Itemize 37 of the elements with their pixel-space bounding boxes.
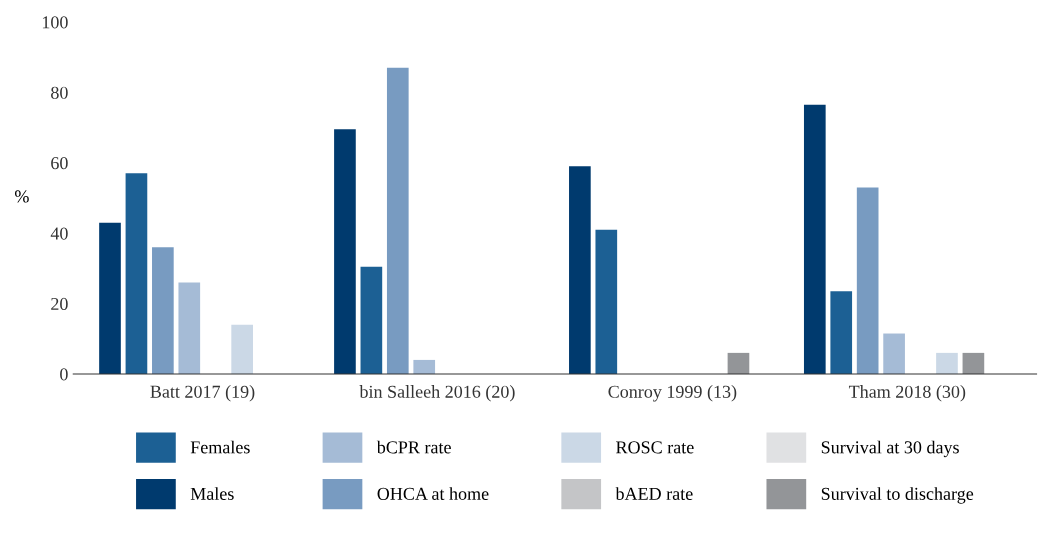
bar [334, 129, 356, 374]
bar [99, 222, 121, 374]
legend-label: OHCA at home [377, 487, 489, 500]
bar [386, 67, 409, 374]
bar [231, 324, 253, 374]
legend-label: bCPR rate [376, 440, 451, 454]
bar [803, 104, 826, 374]
bar [962, 352, 985, 374]
x-tick-label: bin Salleeh 2016 (20) [359, 385, 515, 402]
legend-label: Males [190, 487, 234, 500]
bar [830, 291, 853, 374]
legend-label: bAED rate [615, 487, 693, 500]
bar [883, 333, 905, 374]
y-tick-label: 40 [50, 227, 68, 240]
legend-label: ROSC rate [616, 441, 694, 454]
legend-label: Survival at 30 days [821, 440, 959, 458]
bar [569, 166, 591, 374]
x-tick-label: Conroy 1999 (13) [608, 385, 737, 402]
bar [595, 229, 618, 374]
x-tick-label: Tham 2018 (30) [848, 385, 966, 402]
bar [413, 359, 436, 374]
bar [360, 266, 383, 374]
y-axis-title: % [15, 190, 29, 203]
bar [178, 282, 201, 374]
x-tick-label: Batt 2017 (19) [150, 385, 255, 402]
bar [856, 187, 879, 374]
bar [727, 352, 750, 374]
y-tick-label: 60 [51, 157, 68, 170]
bar [152, 247, 174, 374]
legend-label: Survival to discharge [821, 487, 974, 504]
legend-label: Females [190, 440, 250, 454]
y-tick-label: 80 [51, 86, 68, 99]
y-tick-label: 20 [51, 297, 68, 311]
y-tick-label: 100 [42, 16, 68, 29]
bar [125, 173, 148, 374]
y-tick-label: 0 [60, 368, 68, 381]
bar [936, 352, 958, 374]
